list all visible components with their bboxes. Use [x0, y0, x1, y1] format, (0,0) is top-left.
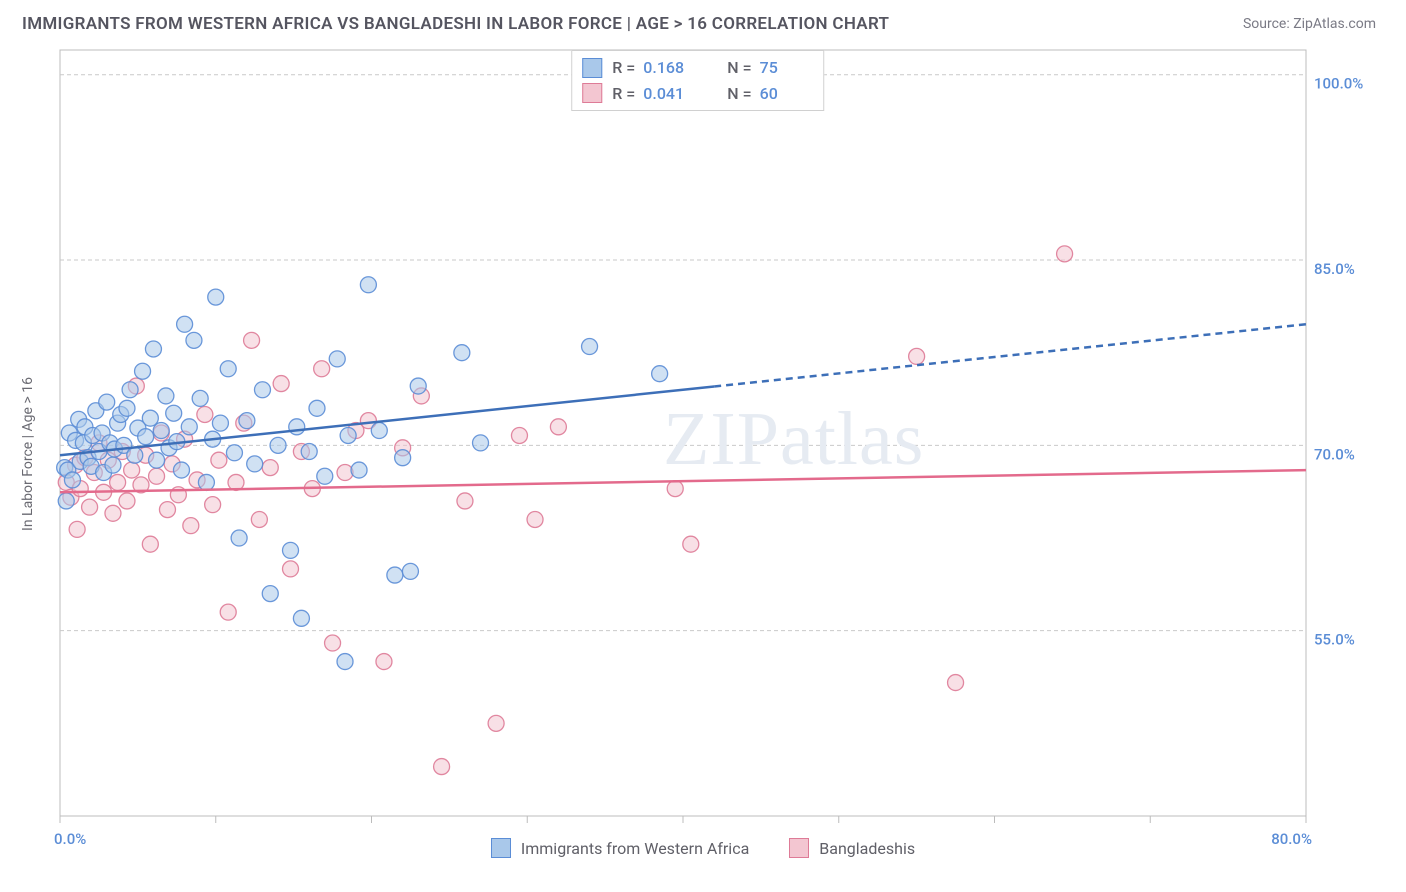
legend-swatch: [491, 838, 511, 858]
svg-text:100.0%: 100.0%: [1314, 75, 1363, 93]
svg-text:55.0%: 55.0%: [1314, 631, 1355, 649]
y-axis-label: In Labor Force | Age > 16: [20, 377, 36, 531]
legend-swatch: [789, 838, 809, 858]
correlation-legend: R =0.168N =75R =0.041N =60: [571, 50, 824, 111]
series-legend-item: Bangladeshis: [789, 830, 915, 866]
source-label: Source: ZipAtlas.com: [1243, 16, 1376, 32]
legend-row: R =0.041N =60: [582, 81, 813, 107]
series-legend-item: Immigrants from Western Africa: [491, 830, 749, 866]
svg-text:85.0%: 85.0%: [1314, 260, 1355, 278]
legend-swatch: [582, 58, 602, 78]
chart-area: In Labor Force | Age > 16 55.0% 70.0% 85.0…: [20, 44, 1386, 864]
chart-title: IMMIGRANTS FROM WESTERN AFRICA VS BANGLA…: [22, 14, 889, 34]
series-legend: Immigrants from Western Africa Bangladesh…: [20, 830, 1386, 866]
scatter-plot: 55.0%70.0%85.0%100.0%0.0%80.0%: [20, 44, 1376, 864]
legend-swatch: [582, 83, 602, 103]
series-legend-label: Immigrants from Western Africa: [521, 839, 749, 858]
legend-row: R =0.168N =75: [582, 55, 813, 81]
series-legend-label: Bangladeshis: [819, 839, 915, 858]
svg-text:70.0%: 70.0%: [1314, 445, 1355, 463]
